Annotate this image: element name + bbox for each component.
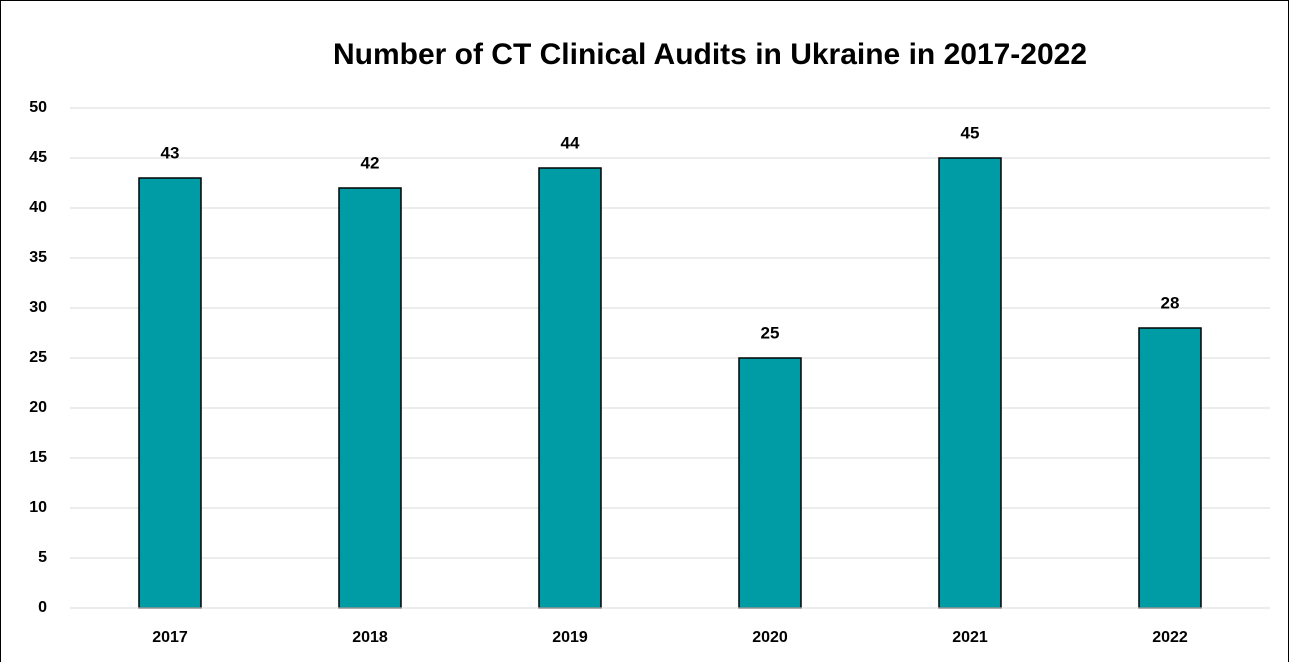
- y-tick-label: 0: [38, 599, 47, 616]
- bar: [138, 177, 202, 609]
- data-label: 25: [761, 323, 780, 342]
- data-label: 44: [561, 133, 580, 152]
- bar: [338, 187, 402, 609]
- y-tick-label: 45: [29, 149, 47, 166]
- y-tick-label: 10: [29, 499, 47, 516]
- bar: [1138, 327, 1202, 609]
- y-tick-label: 5: [38, 549, 47, 566]
- data-label: 45: [961, 123, 980, 142]
- x-tick-label: 2021: [952, 629, 988, 646]
- y-tick-label: 20: [29, 399, 47, 416]
- x-tick-label: 2018: [352, 629, 388, 646]
- y-tick-label: 15: [29, 449, 47, 466]
- data-label: 43: [161, 143, 180, 162]
- y-tick-label: 35: [29, 249, 47, 266]
- x-tick-label: 2020: [752, 629, 788, 646]
- data-label: 28: [1161, 293, 1180, 312]
- bar: [538, 167, 602, 609]
- chart-title: Number of CT Clinical Audits in Ukraine …: [333, 38, 1087, 71]
- x-tick-label: 2019: [552, 629, 588, 646]
- y-tick-label: 25: [29, 349, 47, 366]
- y-tick-label: 40: [29, 199, 47, 216]
- bar: [938, 157, 1002, 609]
- data-label: 42: [361, 153, 380, 172]
- y-tick-label: 30: [29, 299, 47, 316]
- bar: [738, 357, 802, 609]
- x-tick-label: 2022: [1152, 629, 1188, 646]
- x-tick-label: 2017: [152, 629, 188, 646]
- y-tick-label: 50: [29, 99, 47, 116]
